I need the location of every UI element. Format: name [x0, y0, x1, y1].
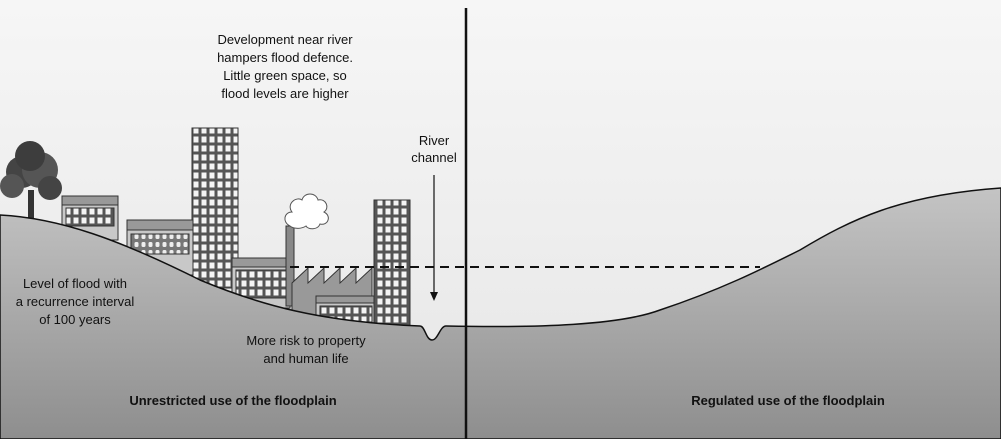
right-caption: Regulated use of the floodplain: [691, 393, 885, 408]
note-line: Development near river: [217, 32, 353, 47]
note-line: flood levels are higher: [221, 86, 349, 101]
channel-line: River: [419, 133, 450, 148]
risk-line: and human life: [263, 351, 348, 366]
note-line: hampers flood defence.: [217, 50, 353, 65]
flood-line: Level of flood with: [23, 276, 127, 291]
left-caption: Unrestricted use of the floodplain: [129, 393, 336, 408]
risk-line: More risk to property: [246, 333, 366, 348]
flood-line: a recurrence interval: [16, 294, 135, 309]
floodplain-diagram: Development near river hampers flood def…: [0, 0, 1001, 439]
note-line: Little green space, so: [223, 68, 347, 83]
flood-line: of 100 years: [39, 312, 111, 327]
channel-line: channel: [411, 150, 457, 165]
